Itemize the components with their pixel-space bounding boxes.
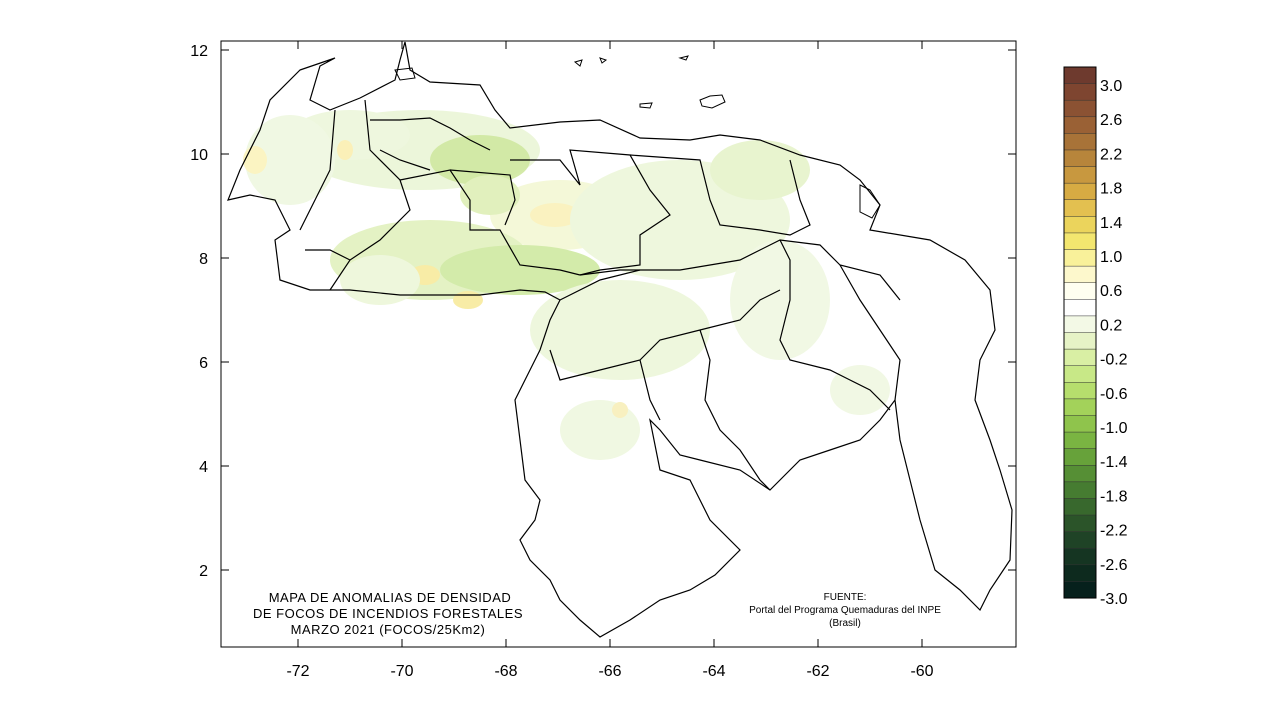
legend-swatch [1063,498,1097,516]
y-tick-label: 4 [199,459,208,476]
islands [394,55,881,219]
legend-label: 0.2 [1100,317,1122,334]
x-tick-label: -66 [598,663,621,680]
legend-label: 0.6 [1100,283,1122,300]
x-tick-label: -62 [806,663,829,680]
legend-label: 1.8 [1100,181,1122,198]
legend-label: -3.0 [1100,591,1128,608]
legend-swatch [1063,299,1097,317]
y-tick-label: 12 [190,43,208,60]
legend-swatch [1063,149,1097,168]
legend-swatch [1063,282,1097,300]
x-tick-label: -68 [494,663,517,680]
legend-swatch [1063,547,1097,566]
x-tick-label: -64 [702,663,725,680]
legend-swatch [1063,249,1097,267]
legend-swatch [1063,99,1097,118]
legend-swatch [1063,415,1097,433]
legend-label: 3.0 [1100,78,1122,95]
legend-swatch [1063,83,1097,101]
map-title: MAPA DE ANOMALIAS DE DENSIDAD DE FOCOS D… [253,590,523,637]
x-tick-label: -70 [390,663,413,680]
legend-label: -0.2 [1100,352,1128,369]
legend-swatch [1063,166,1097,184]
legend-swatch [1063,531,1097,549]
title-line-3: MARZO 2021 (FOCOS/25Km2) [291,622,486,637]
legend-label: -1.4 [1100,454,1128,471]
legend-label: 2.2 [1100,146,1122,163]
source-note: FUENTE: Portal del Programa Quemaduras d… [749,592,941,629]
source-line-1: FUENTE: [824,592,867,603]
legend-swatch [1063,382,1097,400]
boundary-lines [227,41,1013,638]
y-tick-label: 8 [199,251,208,268]
legend-swatch [1063,265,1097,284]
legend-swatch [1063,481,1097,499]
y-tick-label: 6 [199,355,208,372]
x-tick-label: -72 [286,663,309,680]
legend-swatch [1063,365,1097,383]
title-line-1: MAPA DE ANOMALIAS DE DENSIDAD [269,590,512,605]
y-tick-label: 2 [199,563,208,580]
legend-swatch [1063,199,1097,217]
legend-label: -1.8 [1100,488,1128,505]
x-tick-label: -60 [910,663,933,680]
legend-label: -2.6 [1100,557,1128,574]
legend-label: -1.0 [1100,420,1128,437]
legend-swatch [1063,465,1097,483]
y-tick-label: 10 [190,147,208,164]
legend-swatch [1063,564,1097,582]
legend-swatch [1063,116,1097,134]
legend-swatch [1063,332,1097,350]
color-legend: 3.0 2.6 2.2 1.8 1.4 1.0 0.6 0.2 -0.2 -0.6 -1.0 -1.4… [1063,66,1128,608]
legend-swatch [1063,232,1097,251]
legend-swatch [1063,431,1097,450]
source-line-2: Portal del Programa Quemaduras del INPE [749,605,941,616]
legend-swatch [1063,133,1097,151]
anomaly-shading [243,110,890,460]
source-line-3: (Brasil) [829,618,861,629]
x-axis: -72 -70 -68 -66 -64 -62 -60 [286,41,934,680]
legend-swatch [1063,398,1097,417]
legend-swatch [1063,348,1097,367]
title-line-2: DE FOCOS DE INCENDIOS FORESTALES [253,606,523,621]
legend-label: -2.2 [1100,523,1128,540]
legend-label: -0.6 [1100,386,1128,403]
venezuela-outline [227,41,1013,638]
legend-label: 2.6 [1100,112,1122,129]
legend-swatch [1063,448,1097,466]
legend-bar-border [1063,66,1097,599]
legend-swatch [1063,581,1097,599]
legend-label: 1.0 [1100,249,1122,266]
legend-swatch [1063,315,1097,334]
legend-swatch [1063,182,1097,201]
legend-swatch [1063,216,1097,234]
map-frame [220,40,1017,648]
legend-swatch [1063,514,1097,533]
legend-label: 1.4 [1100,215,1122,232]
y-axis: 12 10 8 6 4 2 [190,43,1016,580]
legend-swatch [1063,66,1097,85]
